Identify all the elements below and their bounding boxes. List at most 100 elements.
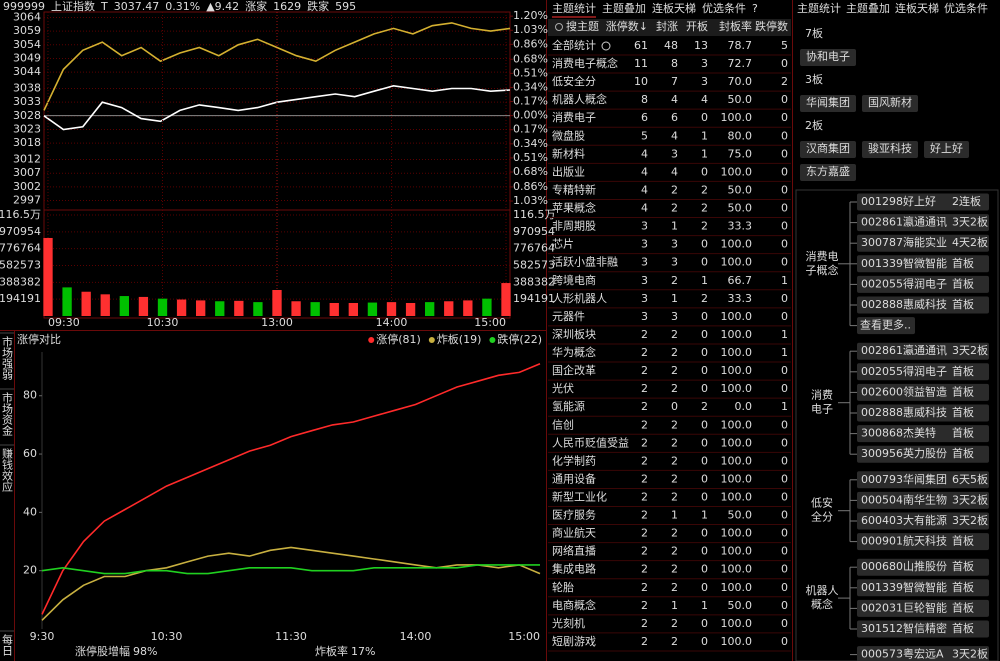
stock-name[interactable]: 大有能源 xyxy=(903,513,947,527)
stock-status[interactable]: 3天2板 xyxy=(952,647,988,661)
panel-tab[interactable]: 主题叠加 xyxy=(846,2,890,15)
stock-name[interactable]: 粤宏远A xyxy=(903,647,944,661)
table-tab[interactable]: ? xyxy=(752,2,758,15)
stock-name[interactable]: 杰美特 xyxy=(903,426,936,440)
stock-code[interactable]: 000504 xyxy=(861,493,903,506)
theme-name[interactable]: 消费电子概念 xyxy=(552,56,618,70)
stock-status[interactable]: 4天2板 xyxy=(952,235,988,249)
stock-status[interactable]: 首板 xyxy=(952,405,974,419)
stock-name[interactable]: 好上好 xyxy=(903,194,936,208)
stock-name[interactable]: 惠威科技 xyxy=(903,405,947,419)
panel-tab[interactable]: 连板天梯 xyxy=(895,1,939,15)
stock-name[interactable]: 智微智能 xyxy=(903,580,947,594)
stock-code[interactable]: 001339 xyxy=(861,581,903,594)
stock-name[interactable]: 山推股份 xyxy=(903,559,947,573)
theme-name[interactable]: 医疗服务 xyxy=(552,508,596,522)
stock-pill[interactable] xyxy=(857,234,989,252)
theme-name[interactable]: 微盘股 xyxy=(552,128,585,142)
side-tab[interactable]: 市场资金 xyxy=(1,391,14,436)
stock-pill[interactable] xyxy=(862,95,918,112)
panel-tab[interactable]: 优选条件 xyxy=(944,1,988,15)
theme-name[interactable]: 通用设备 xyxy=(552,471,596,485)
column-header[interactable]: 开板 xyxy=(686,19,708,33)
stock-status[interactable]: 3天2板 xyxy=(952,513,988,527)
group-name[interactable]: 消费电子概念 xyxy=(806,249,839,277)
theme-name[interactable]: 新型工业化 xyxy=(552,490,607,504)
stock-name[interactable]: 华闻集团 xyxy=(903,472,947,486)
theme-name[interactable]: 光刻机 xyxy=(552,616,585,630)
stock-pill[interactable] xyxy=(800,49,856,66)
stock-pill[interactable] xyxy=(857,342,989,360)
table-tab[interactable]: 主题统计 xyxy=(552,2,596,15)
more-link[interactable]: 查看更多.. xyxy=(860,318,911,332)
theme-name[interactable]: 轮胎 xyxy=(552,580,574,594)
side-tab[interactable]: 赚钱效应 xyxy=(1,447,14,493)
stock-pill[interactable] xyxy=(857,296,989,314)
stock-pill[interactable] xyxy=(857,275,989,293)
stock-name[interactable]: 海能实业 xyxy=(903,235,947,249)
theme-name[interactable]: 网络直播 xyxy=(552,544,596,558)
stock-pill[interactable] xyxy=(857,425,989,443)
stock-status[interactable]: 首板 xyxy=(952,364,974,378)
stock-code[interactable]: 002861 xyxy=(861,216,903,229)
stock-code[interactable]: 001298 xyxy=(861,195,903,208)
stock-pill[interactable] xyxy=(800,95,856,112)
stock-name[interactable]: 瀛通通讯 xyxy=(903,215,947,229)
theme-name[interactable]: 消费电子 xyxy=(552,110,596,124)
stock-pill[interactable] xyxy=(857,558,989,576)
theme-name[interactable]: 元器件 xyxy=(552,310,585,323)
stock-pill[interactable] xyxy=(862,141,918,158)
stock-status[interactable]: 首板 xyxy=(952,256,974,270)
stock-code[interactable]: 600403 xyxy=(861,514,903,527)
side-tab[interactable]: 每日 xyxy=(1,633,14,656)
stock-name[interactable]: 华闻集团 xyxy=(806,95,850,109)
column-header[interactable]: 涨停数↓ xyxy=(606,19,648,33)
stock-status[interactable]: 3天2板 xyxy=(952,492,988,506)
stock-pill[interactable] xyxy=(857,383,989,401)
stock-code[interactable]: 002888 xyxy=(861,298,903,311)
column-header[interactable]: 封板率 xyxy=(719,19,752,33)
theme-name[interactable]: 活跃小盘非融 xyxy=(552,255,618,269)
group-name[interactable]: 低安全分 xyxy=(811,496,833,524)
stock-name[interactable]: 英力股份 xyxy=(903,446,947,460)
theme-name[interactable]: 低安全分 xyxy=(552,74,596,88)
stock-code[interactable]: 300787 xyxy=(861,236,903,249)
stock-status[interactable]: 3天2板 xyxy=(952,215,988,229)
stock-pill[interactable] xyxy=(857,363,989,381)
theme-name[interactable]: 人民币贬值受益 xyxy=(552,435,629,449)
stock-code[interactable]: 300868 xyxy=(861,427,903,440)
theme-name[interactable]: 机器人概念 xyxy=(552,92,607,106)
column-header[interactable]: 封涨 xyxy=(656,19,678,33)
stock-code[interactable]: 002888 xyxy=(861,406,903,419)
stock-pill[interactable] xyxy=(924,141,969,158)
theme-name[interactable]: 电商概念 xyxy=(552,598,596,612)
stock-name[interactable]: 协和电子 xyxy=(806,49,850,63)
theme-name[interactable]: 出版业 xyxy=(552,164,585,178)
stock-status[interactable]: 首板 xyxy=(952,559,974,573)
stock-pill[interactable] xyxy=(857,579,989,597)
column-header[interactable]: 搜主题 xyxy=(566,19,599,33)
stock-name[interactable]: 国风新材 xyxy=(868,95,912,109)
theme-name[interactable]: 国企改革 xyxy=(552,363,596,377)
stock-status[interactable]: 2连板 xyxy=(952,194,981,208)
theme-name[interactable]: 华为概念 xyxy=(552,345,596,359)
stock-code[interactable]: 000573 xyxy=(861,648,903,661)
theme-name[interactable]: 短剧游戏 xyxy=(552,634,596,648)
stock-status[interactable]: 3天2板 xyxy=(952,343,988,357)
stock-name[interactable]: 好上好 xyxy=(930,141,963,155)
stock-code[interactable]: 001339 xyxy=(861,257,903,270)
theme-name[interactable]: 非周期股 xyxy=(552,220,596,233)
stock-code[interactable]: 002861 xyxy=(861,344,903,357)
stock-pill[interactable] xyxy=(800,141,856,158)
theme-name[interactable]: 商业航天 xyxy=(552,526,596,540)
stock-code[interactable]: 000680 xyxy=(861,560,903,573)
stock-status[interactable]: 首板 xyxy=(952,534,974,548)
stock-status[interactable]: 首板 xyxy=(952,580,974,594)
stock-status[interactable]: 6天5板 xyxy=(952,472,988,486)
stock-name[interactable]: 智信精密 xyxy=(903,621,947,635)
theme-name[interactable]: 化学制药 xyxy=(552,453,596,467)
table-tab[interactable]: 主题叠加 xyxy=(602,2,646,15)
group-name[interactable]: 机器人概念 xyxy=(806,583,839,611)
stock-pill[interactable] xyxy=(800,164,856,181)
stock-name[interactable]: 得润电子 xyxy=(903,364,947,378)
